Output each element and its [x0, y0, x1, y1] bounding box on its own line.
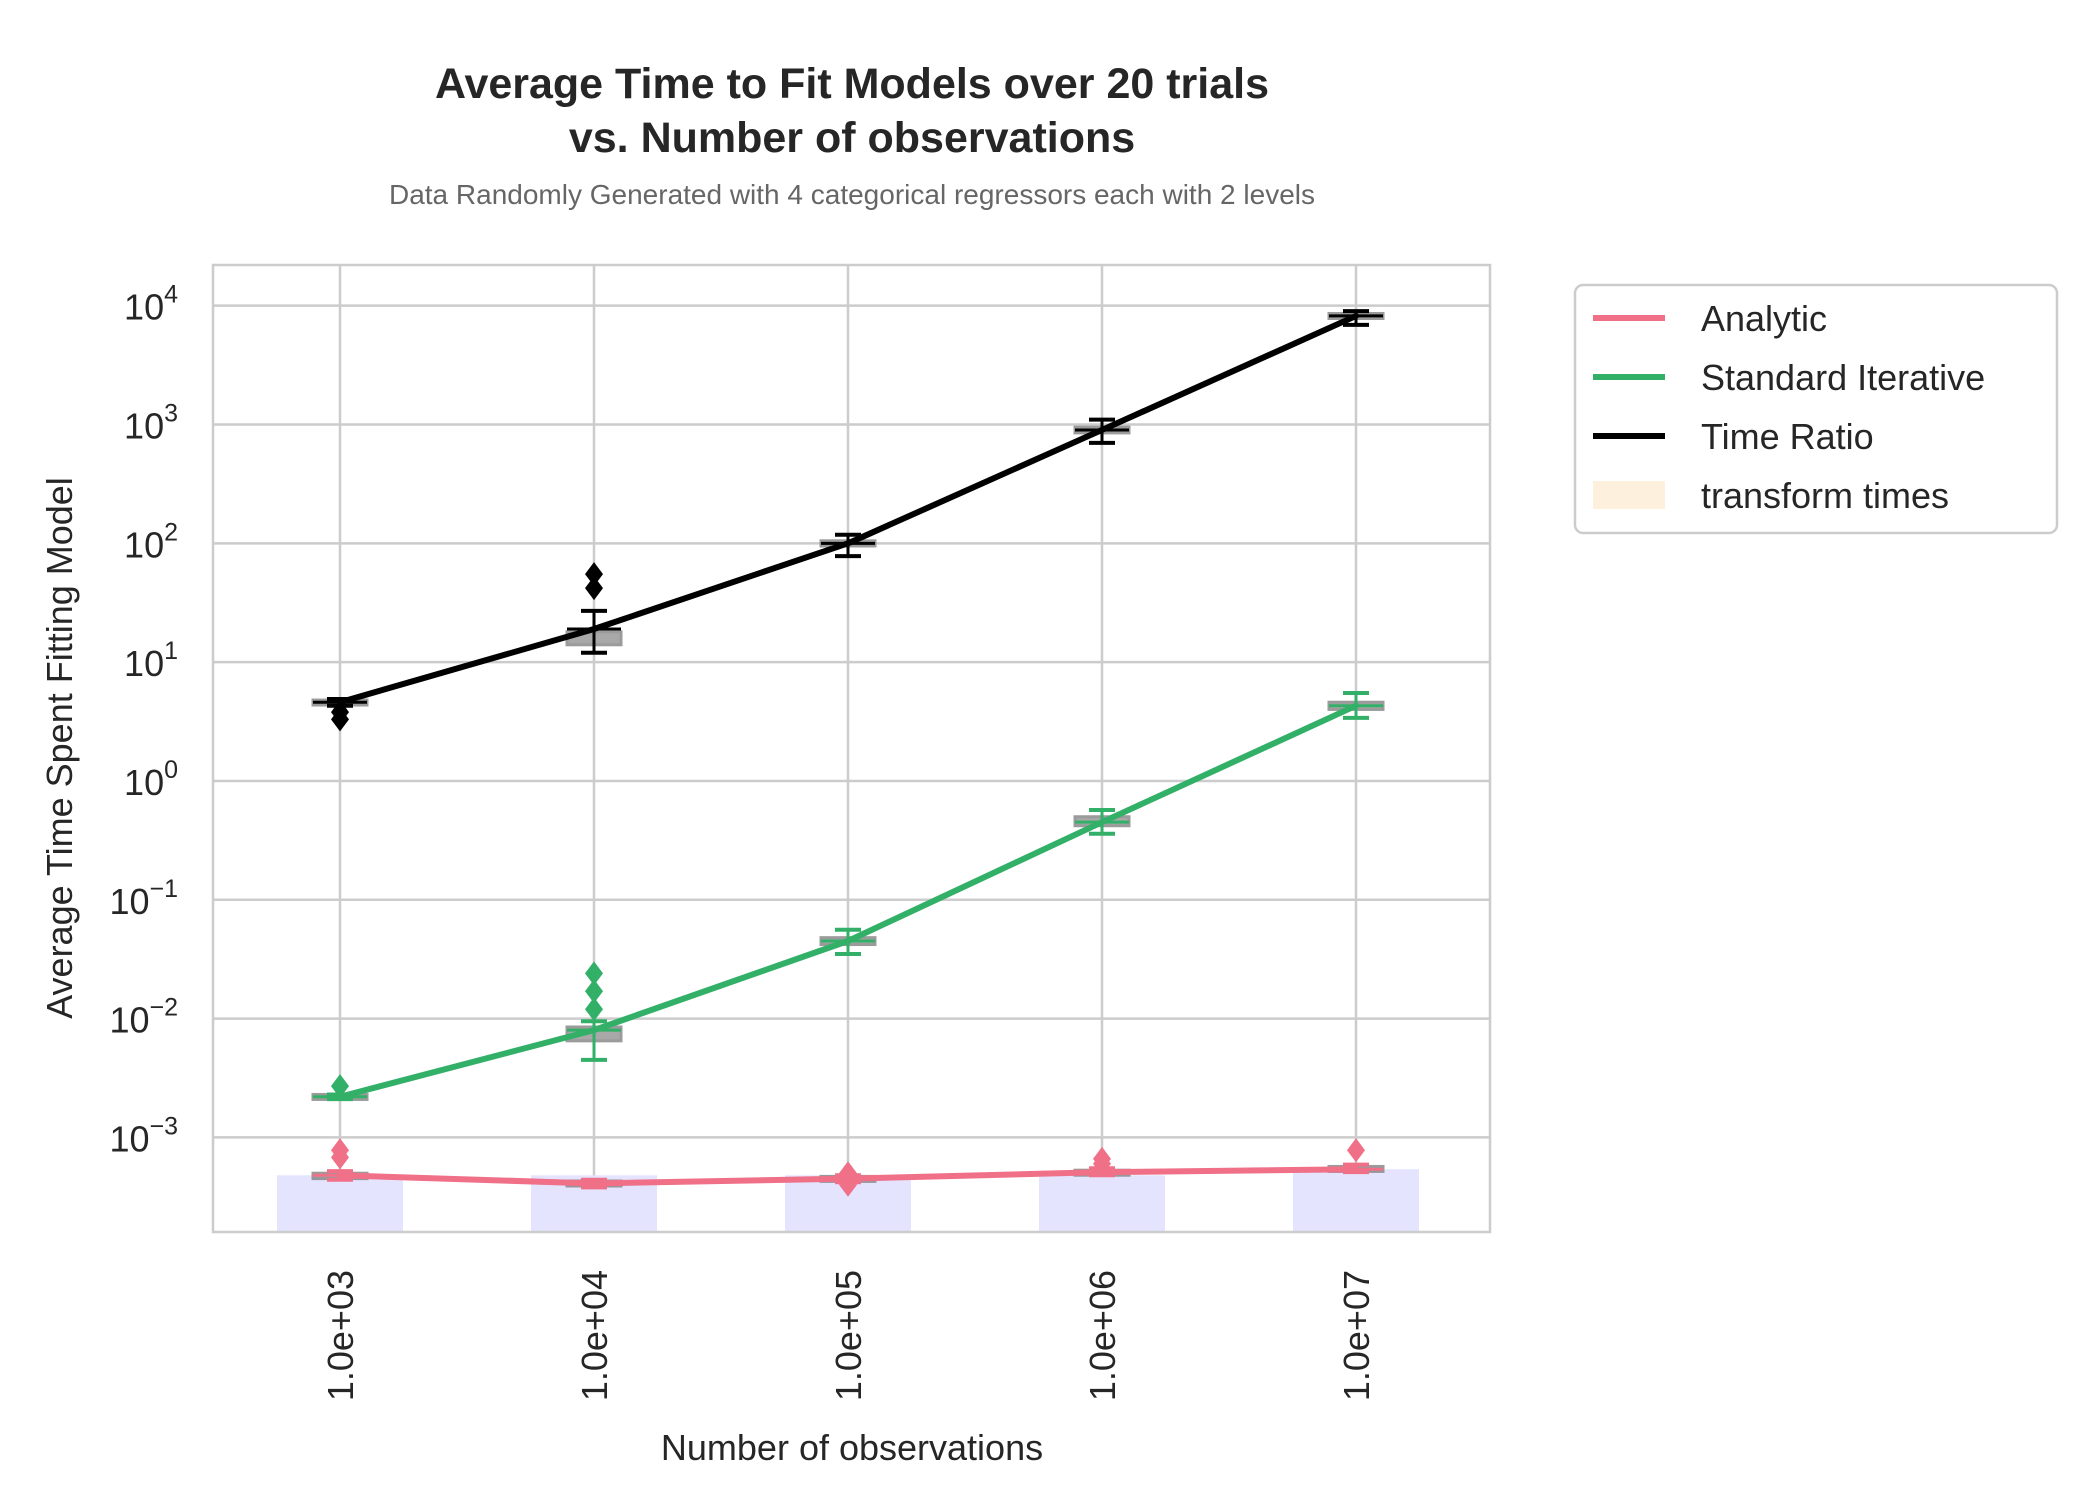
y-tick-label: 103 — [124, 400, 178, 447]
transform-time-bar — [1293, 1169, 1419, 1232]
outlier-point — [1347, 1138, 1365, 1163]
legend-label: transform times — [1701, 475, 1949, 516]
legend-frame — [1573, 283, 2059, 535]
x-tick-label: 1.0e+04 — [574, 1270, 615, 1401]
chart-title-line2: vs. Number of observations — [569, 114, 1135, 162]
y-axis-label: Average Time Spent Fitting Model — [39, 477, 80, 1019]
x-tick-label: 1.0e+03 — [320, 1270, 361, 1401]
outlier-point — [585, 961, 603, 986]
outlier-point — [1093, 1146, 1111, 1171]
transform-times-bars — [277, 1169, 1419, 1232]
outlier-point — [331, 1138, 349, 1163]
plot-area — [211, 263, 1492, 1234]
y-tick-label: 100 — [124, 756, 178, 803]
y-tick-label: 10−3 — [109, 1112, 178, 1159]
outlier-point — [331, 700, 349, 725]
y-tick-label: 10−1 — [109, 875, 178, 922]
legend: Analytic Standard Iterative Time Ratio tran… — [1573, 283, 2059, 535]
outlier-point — [331, 1074, 349, 1099]
y-tick-label: 10−2 — [109, 994, 178, 1041]
y-tick-label: 104 — [124, 281, 178, 328]
chart-subtitle: Data Randomly Generated with 4 categoric… — [389, 179, 1315, 210]
x-tick-label: 1.0e+06 — [1082, 1270, 1123, 1401]
legend-label: Standard Iterative — [1701, 357, 1985, 398]
x-tick-label: 1.0e+05 — [828, 1270, 869, 1401]
outlier-point — [585, 562, 603, 587]
x-axis-ticks: 1.0e+03 1.0e+04 1.0e+05 1.0e+06 1.0e+07 — [320, 1270, 1377, 1401]
series-line — [337, 702, 1359, 1100]
plot-background — [213, 265, 1490, 1232]
legend-swatch — [1593, 481, 1665, 509]
series-line — [337, 1166, 1359, 1187]
plot-frame — [211, 263, 1492, 1234]
outlier-point — [585, 576, 603, 601]
y-tick-label: 101 — [124, 637, 178, 684]
x-axis-label: Number of observations — [661, 1427, 1043, 1468]
outlier-point — [585, 979, 603, 1004]
series-line — [337, 312, 1359, 706]
grid-lines — [213, 265, 1490, 1232]
legend-label: Time Ratio — [1701, 416, 1874, 457]
outlier-point — [585, 997, 603, 1022]
chart-title-line1: Average Time to Fit Models over 20 trial… — [435, 60, 1269, 108]
transform-time-bar — [1039, 1175, 1165, 1232]
y-axis-ticks: 10−3 10−2 10−1 100 101 102 103 104 — [109, 281, 178, 1160]
transform-time-bar — [277, 1175, 403, 1232]
series-lines — [337, 312, 1359, 1187]
y-tick-label: 102 — [124, 518, 178, 565]
legend-label: Analytic — [1701, 298, 1827, 339]
x-tick-label: 1.0e+07 — [1336, 1270, 1377, 1401]
